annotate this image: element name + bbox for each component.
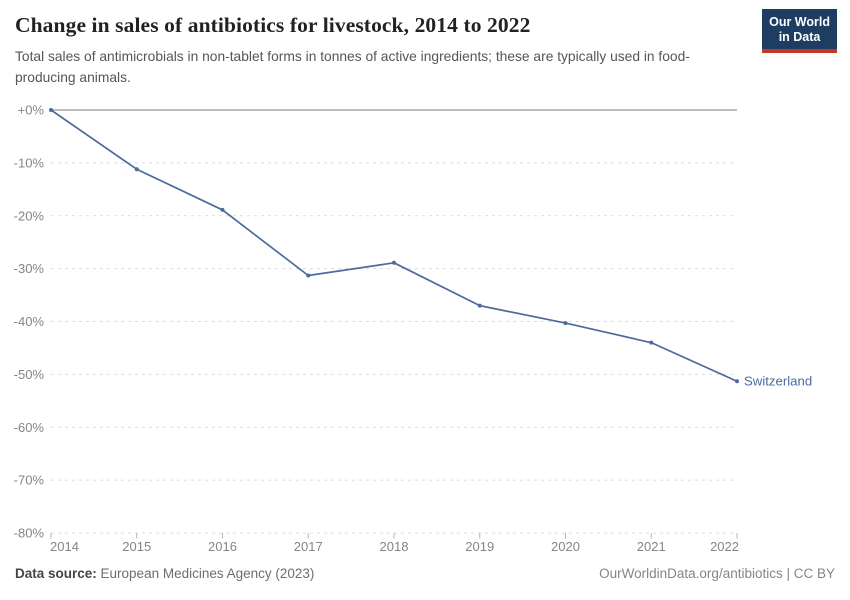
chart-footer: Data source: European Medicines Agency (… [15,566,835,581]
owid-logo[interactable]: Our World in Data [762,9,837,53]
x-axis-tick-label: 2014 [50,539,79,554]
data-point[interactable] [220,207,225,212]
x-axis-tick-label: 2018 [380,539,409,554]
chart-title: Change in sales of antibiotics for lives… [15,13,531,37]
x-axis-tick-label: 2019 [465,539,494,554]
data-point[interactable] [477,303,482,308]
y-axis-tick-label: -30% [14,261,45,276]
data-point[interactable] [49,108,53,112]
line-chart-canvas: +0% -10% -20% -30% -40% -50% -60% -70% -80% 2014 2… [14,103,813,555]
data-source-text: European Medicines Agency (2023) [96,566,315,581]
data-point[interactable] [392,260,396,265]
y-axis-tick-label: -20% [14,208,45,223]
x-axis-tick-label: 2021 [637,539,666,554]
owid-logo-line1: Our World [769,15,830,29]
data-source: Data source: European Medicines Agency (… [15,566,314,581]
x-axis-tick-label: 2017 [294,539,323,554]
y-axis-tick-label: -60% [14,420,45,435]
y-axis-tick-label: -40% [14,314,45,329]
x-axis-tick-label: 2020 [551,539,580,554]
owid-logo-line2: in Data [778,30,821,44]
data-point[interactable] [735,379,739,384]
y-axis-tick-label: -80% [14,526,45,541]
chart-header: Change in sales of antibiotics for lives… [0,0,850,88]
data-point[interactable] [134,167,139,172]
attribution-link[interactable]: OurWorldinData.org/antibiotics | CC BY [599,566,835,581]
data-point[interactable] [563,321,568,326]
y-axis-tick-label: +0% [18,103,45,118]
x-axis-tick-label: 2016 [208,539,237,554]
series-end-label[interactable]: Switzerland [744,374,812,389]
y-axis-tick-label: -50% [14,367,45,382]
y-axis-tick-label: -70% [14,473,45,488]
data-source-label: Data source: [15,566,97,581]
data-point[interactable] [649,340,654,345]
x-axis-tick-label: 2015 [122,539,151,554]
x-axis-tick-label: 2022 [710,539,739,554]
data-point[interactable] [306,273,311,278]
chart-subtitle: Total sales of antimicrobials in non-tab… [15,49,690,85]
series-line[interactable] [50,109,738,383]
y-axis-tick-label: -10% [14,155,45,170]
